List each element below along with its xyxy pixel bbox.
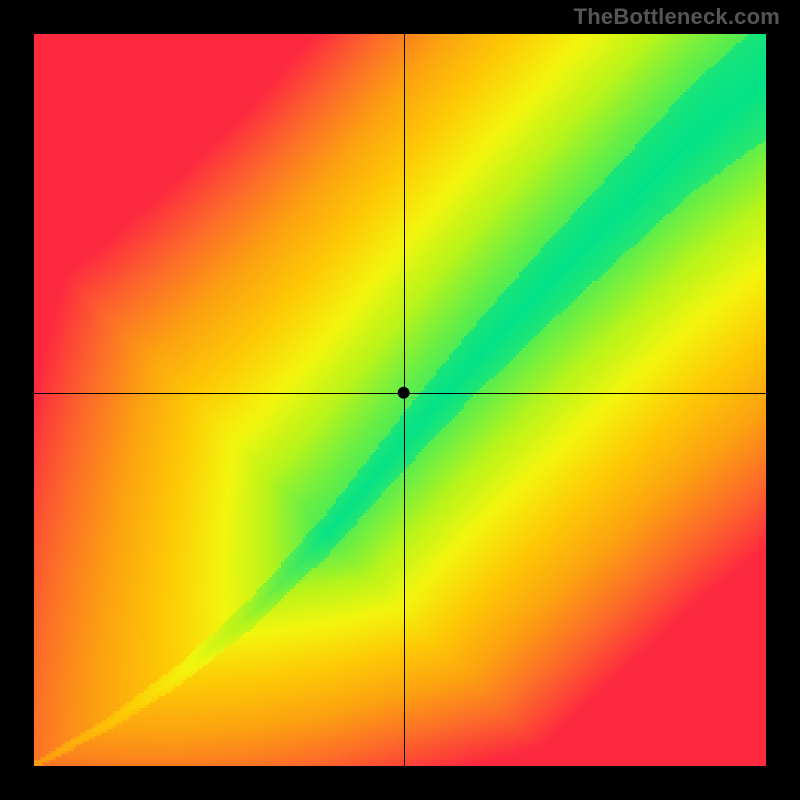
- chart-container: TheBottleneck.com: [0, 0, 800, 800]
- crosshair-overlay: [34, 34, 766, 766]
- watermark-text: TheBottleneck.com: [574, 4, 780, 30]
